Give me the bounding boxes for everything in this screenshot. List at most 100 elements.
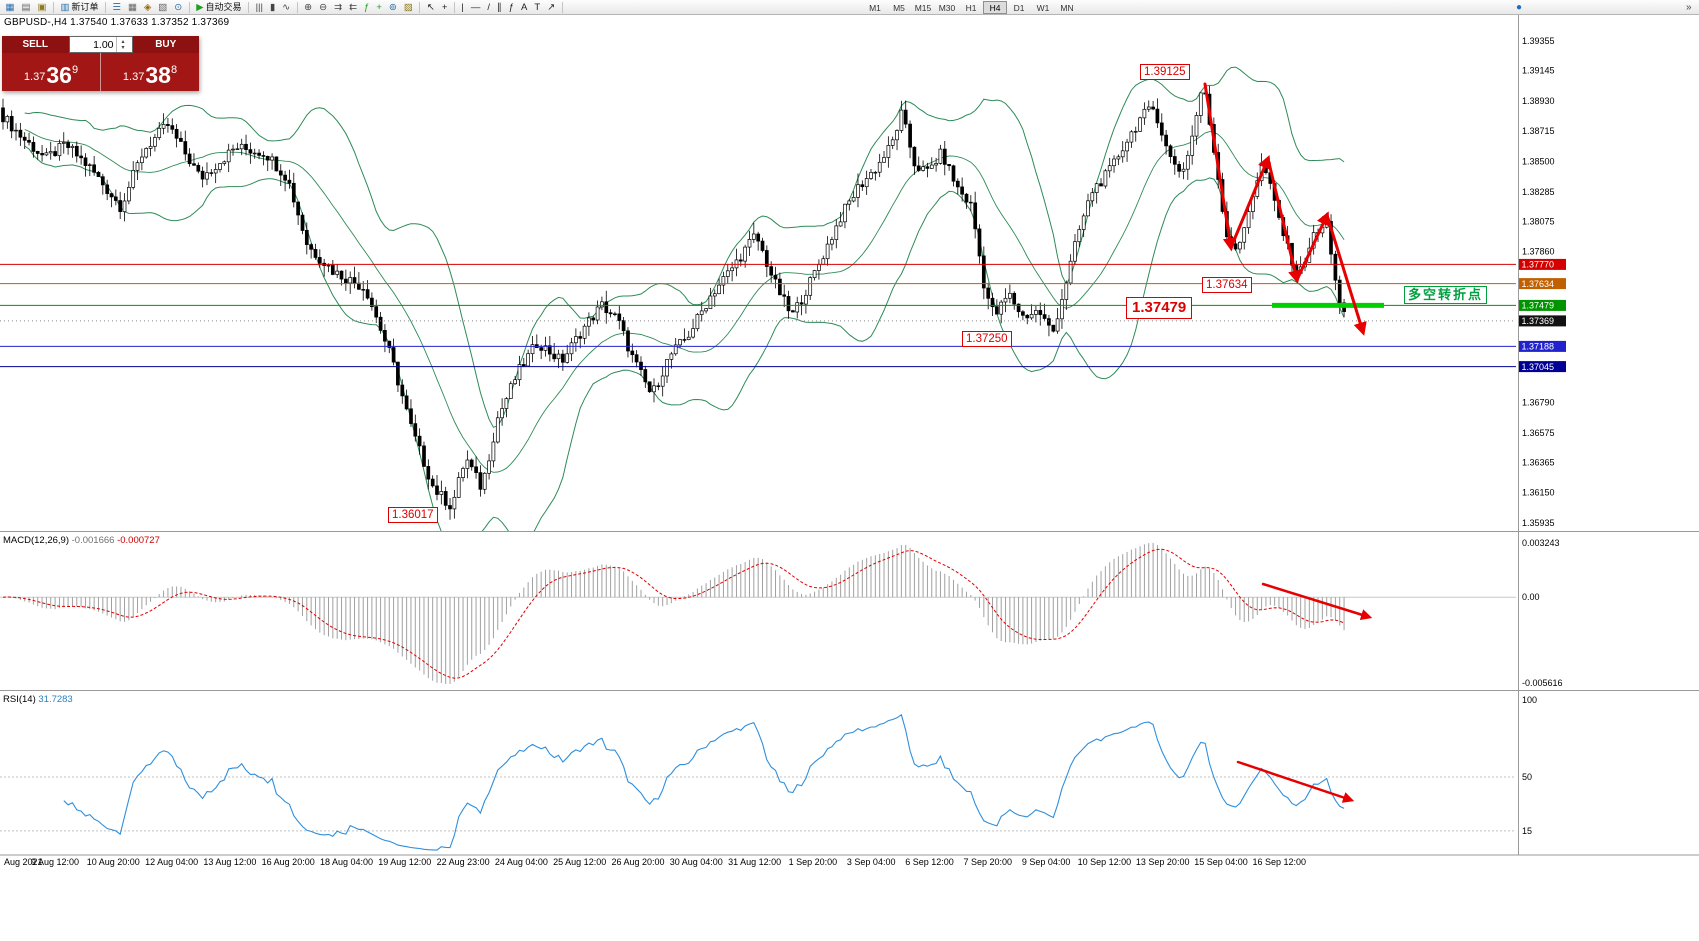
timeframe-m15[interactable]: M15 — [914, 2, 932, 13]
indicators-icon[interactable]: ƒ — [361, 1, 373, 14]
sell-price-sup: 9 — [71, 64, 79, 76]
label-icon: T — [534, 1, 541, 13]
timeframe-mn[interactable]: MN — [1060, 2, 1074, 13]
timeframe-d1[interactable]: D1 — [1013, 2, 1025, 13]
time-axis-label: 30 Aug 04:00 — [669, 857, 723, 867]
fibonacci-icon[interactable]: ƒ — [505, 1, 517, 14]
volume-down-icon[interactable]: ▾ — [121, 44, 125, 51]
new-order-button[interactable]: ▥ 新订单 — [57, 1, 102, 14]
auto-scroll-icon: ⇉ — [334, 1, 343, 13]
add-indicator-icon: + — [376, 1, 382, 13]
navigator-icon[interactable]: ◈ — [140, 1, 154, 14]
timeframe-h1[interactable]: H1 — [965, 2, 977, 13]
buy-button[interactable]: BUY — [132, 36, 199, 53]
time-axis-label: 9 Aug 12:00 — [30, 857, 80, 867]
sell-price-button[interactable]: 1.37 36 9 — [2, 53, 101, 91]
candles-layer — [1, 85, 1346, 520]
svg-text:1.35935: 1.35935 — [1522, 518, 1555, 528]
profiles-icon: ▣ — [37, 1, 47, 13]
sell-button[interactable]: SELL — [2, 36, 69, 53]
channel-icon: ∥ — [497, 1, 502, 13]
rsi-label: RSI(14) 31.7283 — [3, 694, 73, 705]
new-chart-icon: ▤ — [21, 1, 31, 13]
autotrading-button[interactable]: ▶ 自动交易 — [193, 1, 245, 14]
autotrading-icon: ▶ — [196, 1, 204, 13]
candlestick-chart-icon[interactable]: ▮ — [266, 1, 278, 14]
timeframe-m1[interactable]: M1 — [869, 2, 881, 13]
arrows-icon: ↗ — [547, 1, 556, 13]
periods-icon: ⊚ — [388, 1, 397, 13]
buy-price-button[interactable]: 1.37 38 8 — [101, 53, 199, 91]
time-axis-label: 12 Aug 04:00 — [145, 857, 199, 867]
svg-text:1.38930: 1.38930 — [1522, 96, 1555, 106]
annotation-1.36017: 1.36017 — [388, 506, 438, 523]
time-axis-label: 13 Aug 12:00 — [203, 857, 257, 867]
trendline-icon[interactable]: / — [484, 1, 494, 14]
community-icon[interactable]: ● — [1516, 2, 1523, 13]
chart-window-icon: ▦ — [5, 1, 15, 13]
label-icon[interactable]: T — [531, 1, 544, 14]
line-chart-icon: ∿ — [282, 1, 291, 13]
chart-window-icon[interactable]: ▦ — [2, 1, 18, 14]
toolbar-more-icon[interactable]: » — [1686, 2, 1692, 13]
time-axis-label: 31 Aug 12:00 — [728, 857, 782, 867]
time-axis-label: Aug 2021 — [4, 857, 43, 867]
profiles-icon[interactable]: ▣ — [34, 1, 50, 14]
text-icon[interactable]: A — [518, 1, 531, 14]
periods-icon[interactable]: ⊚ — [385, 1, 400, 14]
zoom-in-icon[interactable]: ⊕ — [301, 1, 316, 14]
navigator-icon: ◈ — [143, 1, 152, 13]
rsi-value: 31.7283 — [38, 694, 73, 705]
ohlc-values: 1.37540 1.37633 1.37352 1.37369 — [70, 17, 230, 28]
svg-text:1.39145: 1.39145 — [1522, 66, 1555, 76]
timeframe-m5[interactable]: M5 — [893, 2, 905, 13]
strategy-tester-icon[interactable]: ⊙ — [171, 1, 186, 14]
terminal-icon: ▧ — [158, 1, 168, 13]
svg-text:1.36790: 1.36790 — [1522, 398, 1555, 408]
time-axis-label: 15 Sep 04:00 — [1194, 857, 1248, 867]
buy-price-sup: 8 — [170, 64, 178, 76]
bar-chart-icon[interactable]: ||| — [252, 1, 266, 14]
channel-icon[interactable]: ∥ — [494, 1, 506, 14]
horizontal-line-icon[interactable]: — — [467, 1, 484, 14]
bar-chart-icon: ||| — [255, 1, 263, 13]
horizontal-line-icon: — — [470, 1, 481, 13]
svg-text:50: 50 — [1522, 772, 1532, 782]
crosshair-icon[interactable]: + — [438, 1, 451, 14]
add-indicator-icon[interactable]: + — [373, 1, 386, 14]
market-watch-icon[interactable]: ☰ — [109, 1, 125, 14]
svg-text:1.37479: 1.37479 — [1522, 301, 1555, 311]
macd-main-value: -0.001666 — [71, 535, 115, 546]
svg-text:1.38715: 1.38715 — [1522, 126, 1555, 136]
auto-scroll-icon[interactable]: ⇉ — [331, 1, 346, 14]
timeframe-h4[interactable]: H4 — [983, 1, 1007, 14]
level-lines-layer — [0, 263, 1516, 368]
rsi-name: RSI(14) — [3, 694, 36, 705]
svg-text:1.38500: 1.38500 — [1522, 157, 1555, 167]
templates-icon[interactable]: ▨ — [400, 1, 416, 14]
time-axis-label: 10 Sep 12:00 — [1077, 857, 1132, 867]
svg-text:1.38285: 1.38285 — [1522, 187, 1555, 197]
toolbar-separator — [52, 1, 54, 13]
timeframe-m30[interactable]: M30 — [938, 2, 956, 13]
arrows-icon[interactable]: ↗ — [544, 1, 559, 14]
zoom-out-icon[interactable]: ⊖ — [316, 1, 331, 14]
timeframe-toolbar: M1 M5 M15 M30 H1 H4 D1 W1 MN — [863, 1, 1079, 14]
terminal-icon[interactable]: ▧ — [155, 1, 171, 14]
time-axis-label: 18 Aug 04:00 — [319, 857, 374, 867]
cursor-icon[interactable]: ↖ — [423, 1, 438, 14]
volume-input[interactable] — [69, 37, 116, 52]
vertical-line-icon[interactable]: | — [458, 1, 467, 14]
data-window-icon[interactable]: ▦ — [124, 1, 140, 14]
time-axis-label: 19 Aug 12:00 — [378, 857, 432, 867]
chart-shift-icon[interactable]: ⇇ — [346, 1, 361, 14]
volume-up-icon[interactable]: ▴ — [121, 38, 125, 45]
sell-price-big: 36 — [46, 62, 72, 88]
chart-ohlc-header: GBPUSD-,H4 1.37540 1.37633 1.37352 1.373… — [4, 17, 229, 28]
timeframe-w1[interactable]: W1 — [1036, 2, 1050, 13]
line-chart-icon[interactable]: ∿ — [279, 1, 294, 14]
svg-text:1.39355: 1.39355 — [1522, 36, 1555, 46]
text-icon: A — [521, 1, 528, 13]
new-chart-icon[interactable]: ▤ — [18, 1, 34, 14]
